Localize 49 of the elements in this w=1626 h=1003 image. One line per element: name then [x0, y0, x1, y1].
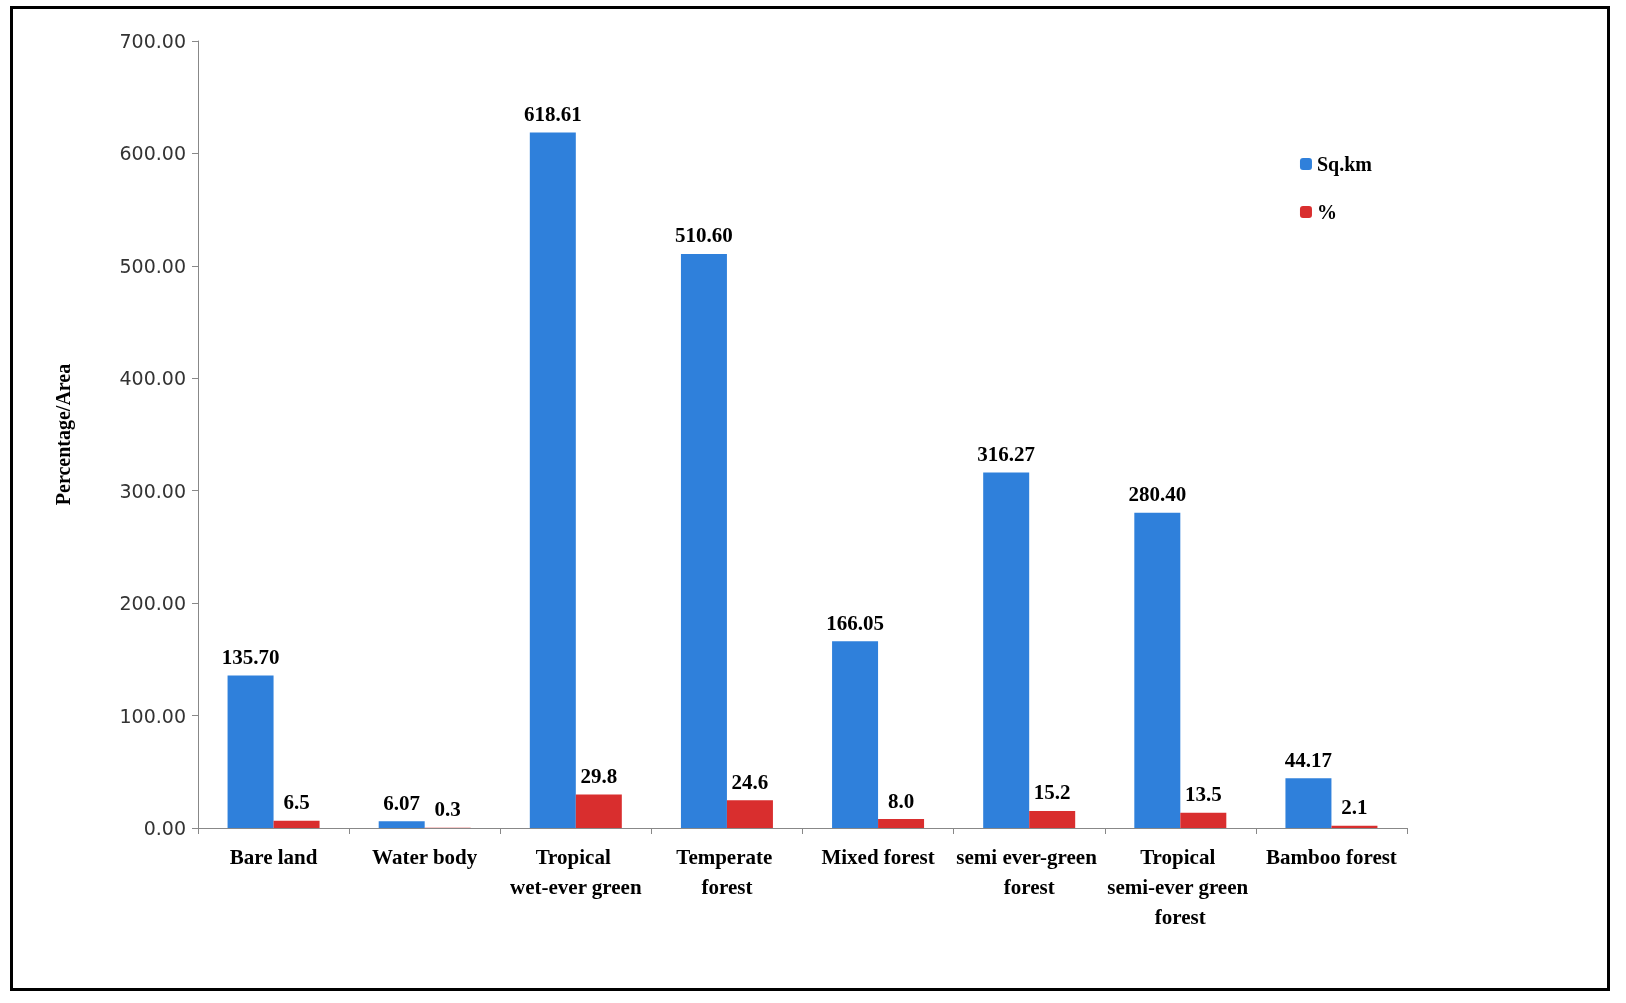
bar	[1134, 512, 1181, 828]
bar	[680, 253, 727, 828]
data-label: 2.1	[1341, 795, 1368, 820]
bar	[726, 800, 773, 828]
data-label: 618.61	[523, 102, 582, 127]
bar	[1180, 812, 1227, 828]
data-label: 24.6	[731, 769, 769, 794]
bar	[983, 472, 1030, 828]
x-tick-label: Temperate forest	[676, 845, 778, 899]
bar	[1285, 778, 1332, 828]
bar	[273, 820, 320, 828]
data-label: 316.27	[977, 441, 1036, 466]
x-tick-label: Tropical wet-ever green	[510, 845, 642, 899]
data-label: 15.2	[1033, 780, 1071, 805]
data-label: 280.40	[1128, 482, 1187, 507]
bar	[529, 132, 576, 828]
data-label: 166.05	[826, 610, 884, 635]
data-label: 8.0	[887, 788, 915, 813]
data-label: 6.5	[283, 790, 310, 815]
x-tick-label: semi ever-green forest	[956, 845, 1103, 899]
data-label: 510.60	[675, 223, 733, 248]
legend-label: %	[1316, 201, 1337, 223]
y-tick-label: 200.00	[119, 592, 186, 615]
data-label: 0.3	[434, 797, 461, 822]
x-tick-label: Mixed forest	[821, 845, 935, 869]
bar	[832, 641, 879, 828]
bar	[378, 821, 425, 828]
bar	[227, 675, 274, 828]
data-label: 29.8	[580, 764, 618, 788]
y-axis-title: Percentage/Area	[52, 363, 75, 506]
data-label: 6.07	[383, 790, 421, 815]
bar	[575, 794, 622, 828]
y-tick-label: 700.00	[119, 30, 186, 52]
x-tick-label: Bare land	[229, 845, 318, 869]
bar	[1029, 810, 1076, 828]
x-tick-label: Tropical semi-ever green forest	[1107, 845, 1254, 929]
legend-label: Sq.km	[1316, 153, 1373, 176]
x-tick-label: Water body	[372, 845, 478, 869]
y-tick-label: 300.00	[119, 479, 186, 502]
data-label: 44.17	[1284, 747, 1333, 772]
data-label: 13.5	[1184, 782, 1222, 807]
bar	[878, 819, 925, 828]
y-tick-label: 600.00	[119, 142, 186, 165]
x-tick-label: Bamboo forest	[1266, 845, 1397, 869]
y-tick-label: 0.00	[143, 817, 186, 839]
y-tick-label: 100.00	[119, 704, 186, 727]
data-label: 135.70	[221, 644, 280, 669]
y-tick-label: 400.00	[119, 367, 186, 390]
y-tick-label: 500.00	[119, 254, 186, 277]
